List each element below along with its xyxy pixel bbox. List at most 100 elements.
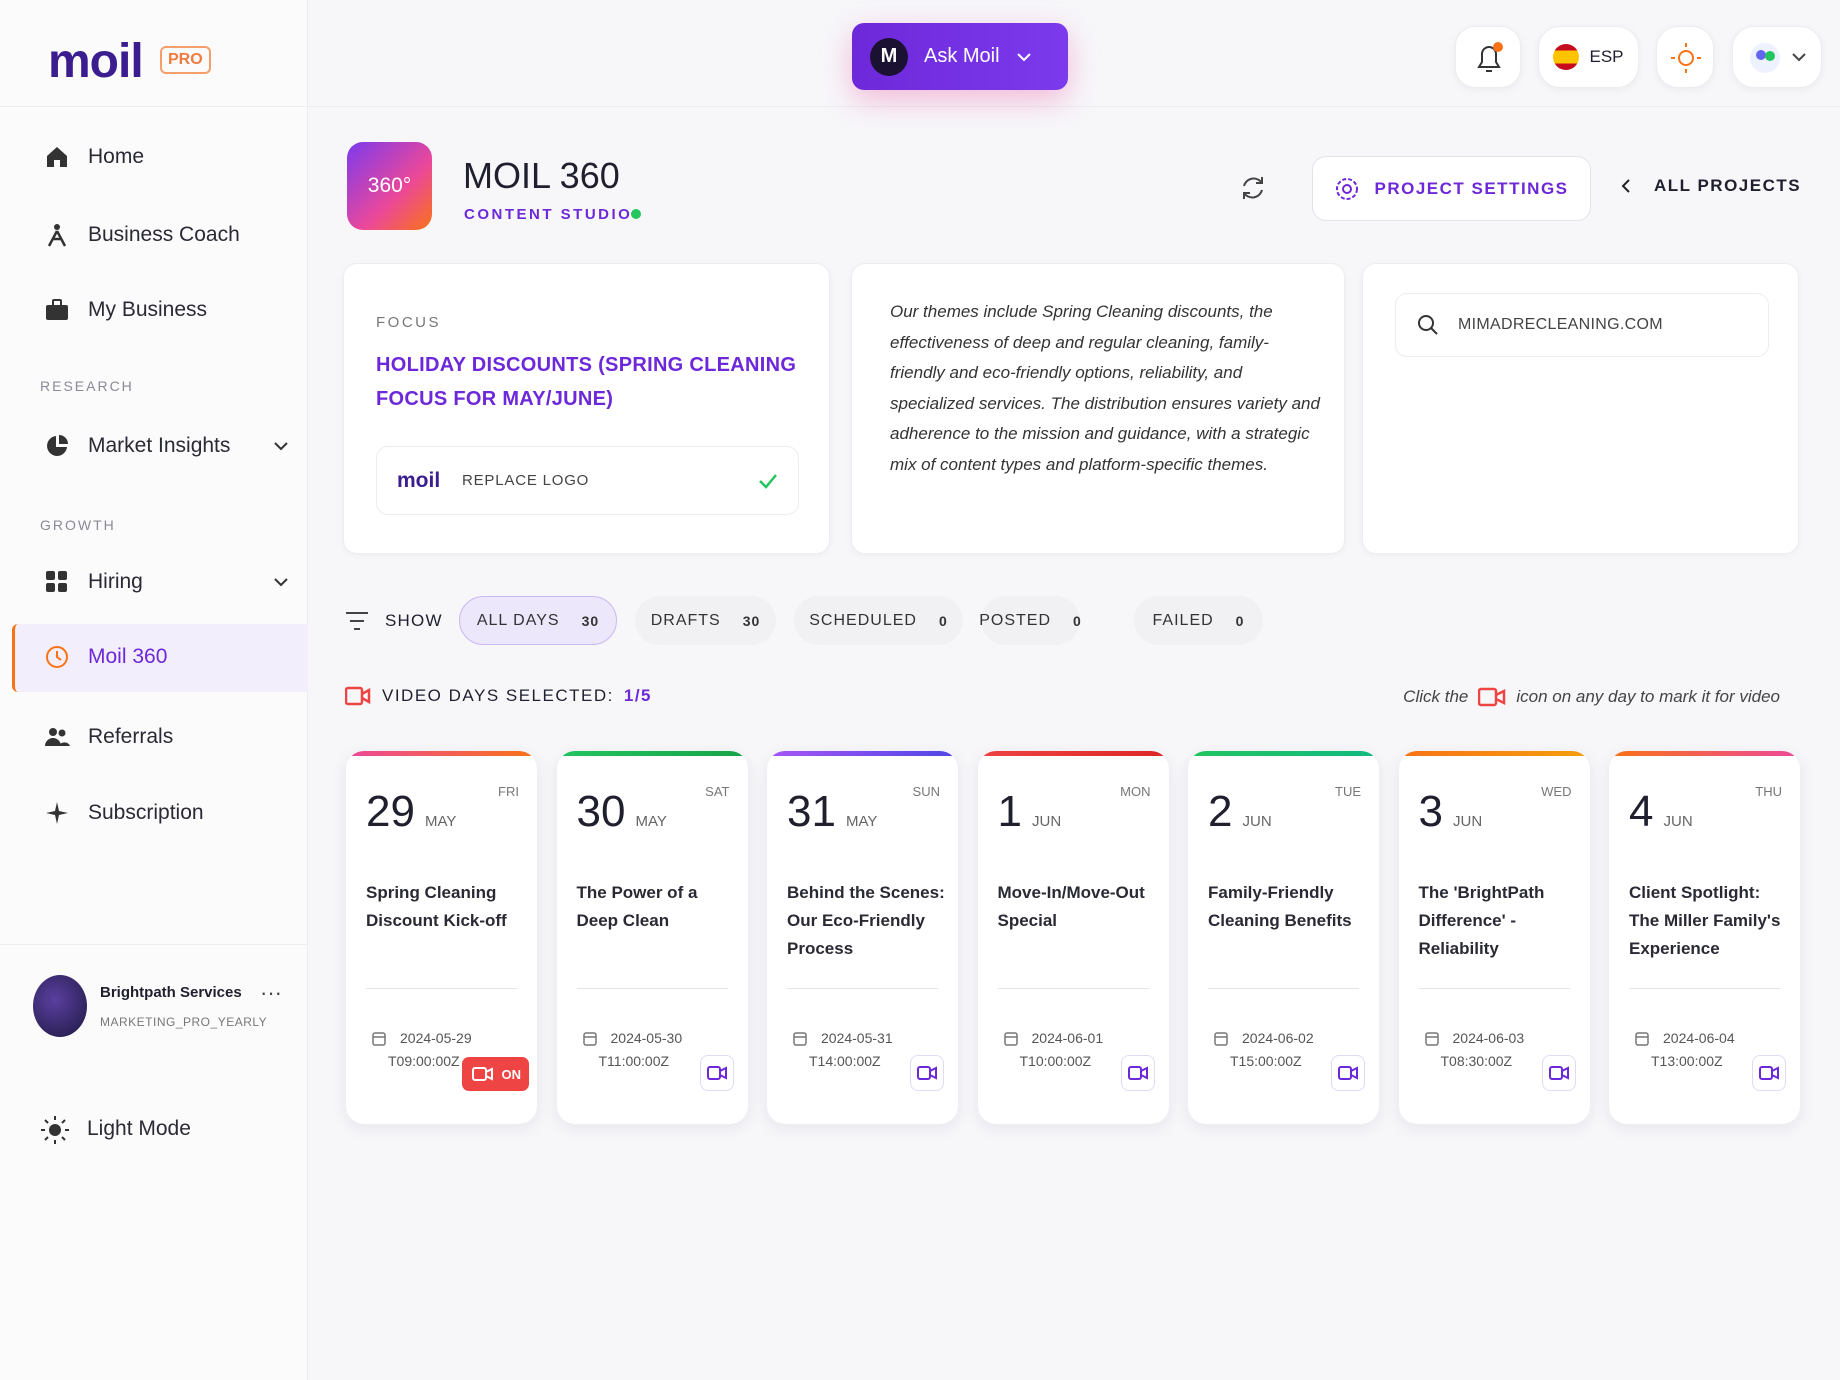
card-accent [1609, 751, 1800, 756]
flag [1553, 44, 1580, 70]
filter-label: FAILED [1152, 611, 1214, 629]
project-icon: 360° [347, 142, 432, 230]
day-number: 4 [1629, 787, 1654, 836]
filter-pill[interactable]: DRAFTS 30 [635, 596, 776, 645]
nav-item[interactable]: Market Insights [44, 433, 294, 459]
sidebar: moil PRO Home Business Coach My Business RE… [0, 0, 308, 1380]
day-number: 29 [366, 787, 415, 836]
nav-item[interactable]: Hiring [44, 569, 294, 595]
filter-pill[interactable]: FAILED 0 [1134, 596, 1263, 645]
video-hint: Click the icon on any day to mark it for… [1403, 686, 1780, 708]
calendar-icon [1424, 1032, 1439, 1046]
website-card: MIMADRECLEANING.COM [1362, 263, 1799, 554]
post-date: 2024-06-01 [998, 1025, 1103, 1051]
video-toggle[interactable] [1120, 1055, 1155, 1091]
weekday: SUN [912, 784, 940, 799]
video-count: 1/5 [623, 686, 652, 705]
post-title: The Power of a Deep Clean [576, 883, 698, 930]
video-toggle[interactable] [699, 1055, 734, 1091]
day-card[interactable]: 31 MAY SUN Behind the Scenes: Our Eco-Frien… [767, 751, 958, 1124]
video-toggle[interactable] [910, 1055, 944, 1091]
calendar-icon [582, 1032, 597, 1046]
logo-thumb: moil [397, 468, 441, 492]
video-icon [1759, 1066, 1779, 1080]
nav-label: My Business [88, 298, 208, 321]
weekday: TUE [1335, 784, 1361, 799]
nav-item[interactable]: Subscription [44, 800, 294, 826]
refresh-button[interactable] [1238, 173, 1268, 203]
hint-before: Click the [1403, 687, 1469, 706]
day-month: MAY [424, 813, 457, 830]
nav-item[interactable]: Business Coach [44, 222, 294, 248]
calendar-icon [372, 1032, 386, 1046]
post-date: 2024-06-02 [1208, 1025, 1314, 1051]
brand-logo[interactable]: moil [48, 35, 144, 88]
video-toggle-on[interactable]: ON [461, 1057, 529, 1091]
divider [366, 988, 517, 989]
status-dot [631, 209, 641, 219]
filter-pill[interactable]: ALL DAYS 30 [459, 596, 617, 645]
day-card[interactable]: 1 JUN MON Move-In/Move-Out Special 2024-06-0… [977, 751, 1169, 1124]
account-menu[interactable] [1732, 26, 1822, 88]
date: 2024-06-04 [1663, 1030, 1735, 1046]
filter-pill[interactable]: SCHEDULED 0 [794, 596, 963, 645]
filter-count: 0 [1235, 612, 1245, 629]
sun-icon [41, 1116, 69, 1144]
card-accent [767, 751, 958, 756]
replace-logo-label: REPLACE LOGO [462, 472, 590, 489]
themes-text: Our themes include Spring Cleaning disco… [890, 302, 1320, 474]
divider [1208, 988, 1359, 989]
nav-label: Business Coach [88, 223, 240, 246]
video-toggle[interactable] [1331, 1055, 1365, 1091]
divider [0, 944, 308, 945]
ask-moil-button[interactable]: M Ask Moil [852, 23, 1068, 90]
post-date: 2024-05-31 [787, 1025, 893, 1051]
nav-label: Referrals [88, 725, 174, 748]
day-card[interactable]: 30 MAY SAT The Power of a Deep Clean 2024-05… [556, 751, 748, 1124]
day-card[interactable]: 2 JUN TUE Family-Friendly Cleaning Benefits… [1188, 751, 1379, 1124]
user-avatar[interactable] [33, 975, 87, 1037]
nav-label: Hiring [88, 570, 143, 593]
date: 2024-05-29 [400, 1030, 472, 1046]
nav-item[interactable]: Referrals [44, 724, 294, 750]
user-plan: MARKETING_PRO_YEARLY [100, 1015, 268, 1029]
notifications[interactable] [1455, 26, 1521, 88]
divider [0, 106, 308, 107]
post-title: Behind the Scenes: Our Eco-Friendly Proc… [787, 883, 945, 958]
day-number: 30 [576, 787, 626, 836]
website-search[interactable]: MIMADRECLEANING.COM [1395, 293, 1769, 357]
day-month: MAY [845, 813, 878, 830]
video-toggle[interactable] [1541, 1055, 1576, 1091]
language-select[interactable]: ESP [1538, 26, 1639, 88]
nav-item[interactable]: My Business [44, 297, 294, 323]
all-projects-link[interactable]: ALL PROJECTS [1620, 176, 1801, 196]
bell-icon [1477, 42, 1503, 72]
video-toggle[interactable] [1752, 1055, 1786, 1091]
weekday: SAT [705, 784, 730, 799]
video-selected: VIDEO DAYS SELECTED: 1/5 [382, 686, 652, 706]
day-card[interactable]: 4 JUN THU Client Spotlight: The Miller Fami… [1609, 751, 1800, 1124]
day-number: 1 [997, 787, 1022, 836]
theme-toggle[interactable] [1656, 26, 1714, 88]
nav-item[interactable]: Home [44, 144, 294, 170]
nav-item[interactable]: Moil 360 [44, 644, 294, 670]
replace-logo-button[interactable]: moil REPLACE LOGO [376, 446, 799, 515]
post-time: T09:00:00Z [388, 1053, 460, 1069]
calendar-icon [793, 1032, 807, 1046]
ask-label: Ask Moil [924, 45, 1000, 67]
day-header: 2 JUN [1208, 787, 1272, 837]
day-card[interactable]: 29 MAY FRI Spring Cleaning Discount Kick-of… [346, 751, 537, 1124]
project-settings-button[interactable]: PROJECT SETTINGS [1312, 156, 1591, 221]
more-button[interactable]: ··· [260, 980, 282, 1005]
post-date: 2024-06-03 [1419, 1025, 1524, 1051]
weekday: WED [1541, 784, 1572, 799]
themes-card: Our themes include Spring Cleaning disco… [851, 263, 1345, 554]
filter-label: POSTED [979, 611, 1051, 629]
language: ESP [1589, 47, 1624, 66]
post-date: 2024-05-30 [577, 1025, 682, 1051]
filter-pill[interactable]: POSTED 0 [979, 596, 1081, 645]
date: 2024-05-31 [821, 1030, 893, 1046]
day-card[interactable]: 3 JUN WED The 'BrightPath Difference' - Rel… [1398, 751, 1590, 1124]
light-mode-toggle[interactable]: Light Mode [87, 1117, 191, 1140]
